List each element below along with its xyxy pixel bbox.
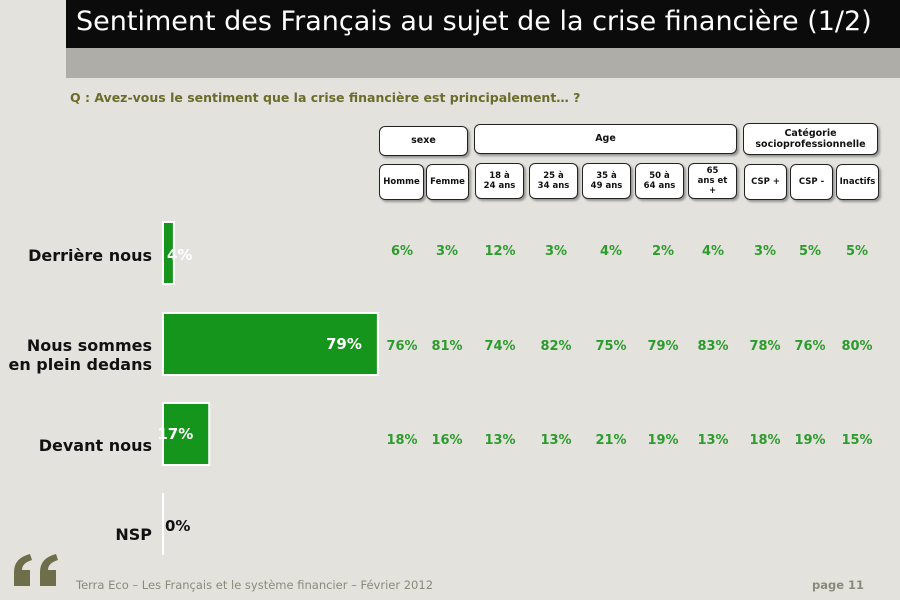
table-cell: 76% — [386, 339, 418, 354]
table-cell: 13% — [697, 433, 729, 448]
table-cell: 19% — [794, 433, 826, 448]
column-header-femme: Femme — [426, 164, 469, 200]
header-group-csp: Catégorie socioprofessionnelle — [743, 123, 878, 155]
table-cell: 4% — [701, 244, 725, 259]
table-cell: 13% — [484, 433, 516, 448]
bar — [162, 312, 379, 376]
column-header-65-plus: 65 ans et + — [688, 163, 737, 199]
bar-value-label: 0% — [165, 517, 190, 535]
page-title: Sentiment des Français au sujet de la cr… — [76, 6, 872, 37]
category-label-nsp: NSP — [115, 525, 152, 544]
bar — [162, 402, 211, 466]
table-cell: 16% — [431, 433, 463, 448]
question-text: Q : Avez-vous le sentiment que la crise … — [70, 90, 581, 105]
quote-icon — [14, 554, 58, 586]
table-cell: 21% — [595, 433, 627, 448]
table-cell: 5% — [845, 244, 869, 259]
table-cell: 19% — [647, 433, 679, 448]
table-cell: 3% — [753, 244, 777, 259]
header-group-sexe: sexe — [379, 126, 468, 156]
column-header-35-49: 35 à 49 ans — [582, 163, 631, 199]
column-header-csp-minus: CSP - — [790, 164, 833, 200]
table-cell: 78% — [749, 339, 781, 354]
column-header-50-64: 50 à 64 ans — [635, 163, 684, 199]
table-cell: 6% — [390, 244, 414, 259]
column-header-csp-plus: CSP + — [744, 164, 787, 200]
table-cell: 75% — [595, 339, 627, 354]
table-cell: 15% — [841, 433, 873, 448]
column-header-homme: Homme — [379, 164, 424, 200]
table-cell: 74% — [484, 339, 516, 354]
table-cell: 13% — [540, 433, 572, 448]
bar-value-label: 4% — [167, 246, 192, 264]
column-header-25-34: 25 à 34 ans — [529, 163, 578, 199]
table-cell: 18% — [749, 433, 781, 448]
table-cell: 4% — [599, 244, 623, 259]
table-cell: 82% — [540, 339, 572, 354]
bar — [162, 221, 175, 285]
footer-text: Terra Eco – Les Français et le système f… — [76, 578, 434, 592]
category-label-plein-dedans: Nous sommes en plein dedans — [8, 336, 152, 375]
table-cell: 80% — [841, 339, 873, 354]
category-label-devant-nous: Devant nous — [38, 436, 152, 455]
table-cell: 18% — [386, 433, 418, 448]
table-cell: 12% — [484, 244, 516, 259]
category-label-derriere-nous: Derrière nous — [28, 246, 152, 265]
column-header-inactifs: Inactifs — [836, 164, 879, 200]
bar-value-label: 79% — [326, 335, 362, 353]
table-cell: 5% — [798, 244, 822, 259]
table-cell: 83% — [697, 339, 729, 354]
table-cell: 3% — [435, 244, 459, 259]
table-cell: 79% — [647, 339, 679, 354]
header-group-age: Age — [474, 124, 737, 154]
bar-value-label: 17% — [157, 425, 193, 443]
table-cell: 81% — [431, 339, 463, 354]
title-bar — [66, 0, 900, 48]
table-cell: 76% — [794, 339, 826, 354]
column-header-18-24: 18 à 24 ans — [475, 163, 524, 199]
table-cell: 3% — [544, 244, 568, 259]
subtitle-bar — [66, 48, 900, 78]
table-cell: 2% — [651, 244, 675, 259]
page-number: page 11 — [812, 578, 865, 592]
